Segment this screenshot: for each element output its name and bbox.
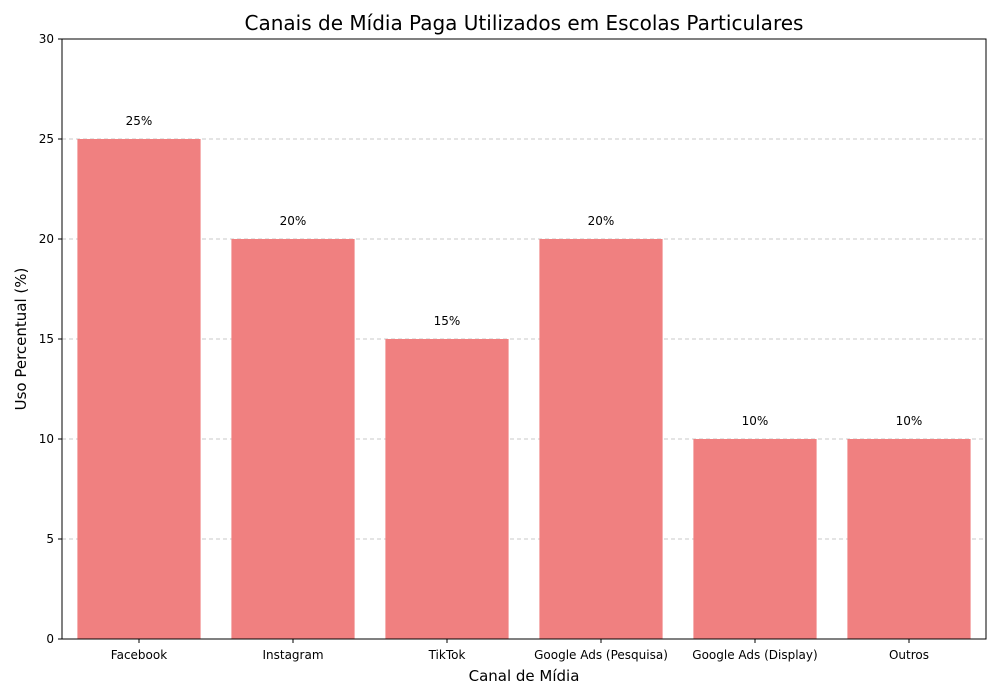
bar [231,239,355,639]
x-tick-label: Google Ads (Pesquisa) [534,648,668,662]
y-tick-label: 15 [39,332,54,346]
bar [77,139,201,639]
x-tick-label: TikTok [428,648,466,662]
bar-value-label: 20% [588,214,615,228]
x-tick-label: Outros [889,648,929,662]
x-axis: Facebook Instagram TikTok Google Ads (Pesqu… [111,639,929,662]
bars [77,139,971,639]
bar [847,439,971,639]
y-tick-label: 25 [39,132,54,146]
chart-title: Canais de Mídia Paga Utilizados em Escol… [245,11,804,35]
bar [539,239,663,639]
y-axis-label: Uso Percentual (%) [12,268,30,411]
grid-lines [62,138,986,540]
y-axis: 0 5 10 15 20 25 30 [39,32,62,646]
bar-value-label: 10% [742,414,769,428]
x-tick-label: Facebook [111,648,167,662]
bar-value-label: 15% [434,314,461,328]
bar-value-label: 20% [280,214,307,228]
y-tick-label: 0 [46,632,54,646]
y-tick-label: 10 [39,432,54,446]
y-tick-label: 20 [39,232,54,246]
bar-value-label: 10% [896,414,923,428]
data-labels: 25% 20% 15% 20% 10% 10% [126,114,923,428]
x-axis-label: Canal de Mídia [469,667,580,685]
bar [385,339,509,639]
y-tick-label: 5 [46,532,54,546]
bar-value-label: 25% [126,114,153,128]
x-tick-label: Google Ads (Display) [692,648,817,662]
x-tick-label: Instagram [262,648,323,662]
y-tick-label: 30 [39,32,54,46]
bar [693,439,817,639]
